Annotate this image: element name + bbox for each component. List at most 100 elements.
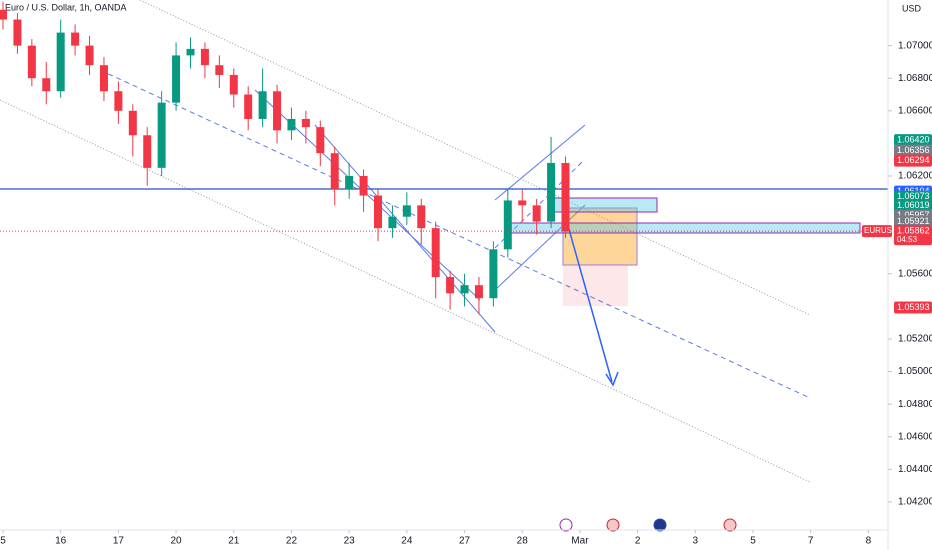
x-tick-label: 2 <box>635 536 641 547</box>
chart-title: Euro / U.S. Dollar, 1h, OANDA <box>5 2 127 12</box>
events <box>559 518 737 532</box>
candle-body <box>417 205 426 229</box>
x-tick-label: 3 <box>693 536 699 547</box>
candle-body <box>489 249 498 299</box>
price-label-box <box>894 301 932 314</box>
channel-line <box>0 99 811 483</box>
x-tick-label: 27 <box>459 536 471 547</box>
event-icon[interactable] <box>723 518 737 532</box>
drawings <box>0 0 888 483</box>
candle-body <box>330 153 339 190</box>
price-label: 1.06294 <box>897 155 930 165</box>
x-tick-label: 22 <box>286 536 298 547</box>
y-tick-label: 1.06600 <box>898 105 932 116</box>
candle-body <box>157 102 166 168</box>
candle-body <box>374 195 382 229</box>
candle-body <box>518 200 527 206</box>
price-label: 1.05921 <box>897 216 930 226</box>
candle-body <box>0 9 7 20</box>
candle-body <box>532 205 541 222</box>
price-label: 1.05957 <box>897 210 930 220</box>
trend-line <box>494 124 586 201</box>
candles <box>0 1 570 315</box>
x-tick-label: 21 <box>228 536 240 547</box>
event-icon[interactable] <box>606 518 620 532</box>
price-label: 1.05393 <box>897 302 930 312</box>
countdown: 04:53 <box>897 235 918 244</box>
candle-body <box>42 78 51 92</box>
candle-body <box>13 19 22 46</box>
symbol-label: EURUSD <box>864 226 898 235</box>
x-tick-label: 28 <box>517 536 529 547</box>
last-price-label: 1.05862 <box>897 225 930 235</box>
price-label: 1.06019 <box>897 200 930 210</box>
price-label-box <box>894 199 932 212</box>
candle-body <box>244 94 253 119</box>
x-tick-label: 8 <box>866 536 872 547</box>
x-tick-label: 7 <box>808 536 814 547</box>
candle-body <box>460 285 469 294</box>
arrow <box>562 207 613 383</box>
candle-body <box>172 55 181 103</box>
y-tick-label: 1.07000 <box>898 40 932 51</box>
x-tick-label: 17 <box>113 536 125 547</box>
y-tick-label: 1.06200 <box>898 171 932 182</box>
candle-body <box>474 285 483 299</box>
candle-body <box>258 91 267 119</box>
candle-body <box>388 216 397 229</box>
stop-zone <box>563 265 628 306</box>
x-tick-label: 20 <box>171 536 183 547</box>
candle-body <box>503 200 512 250</box>
candle-body <box>561 162 570 232</box>
x-tick-label: 23 <box>344 536 356 547</box>
candle-body <box>273 91 282 131</box>
last-price-box <box>894 225 932 246</box>
trend-line <box>494 204 586 291</box>
event-icon[interactable] <box>653 518 667 532</box>
channel-line <box>139 0 811 316</box>
y-tick-label: 1.06800 <box>898 73 932 84</box>
price-label: 1.06420 <box>897 135 930 145</box>
trend-line <box>314 124 496 333</box>
price-label-box <box>894 144 932 157</box>
axis-unit: USD <box>902 3 922 13</box>
candle-body <box>128 110 137 136</box>
y-tick-label: 1.04200 <box>898 497 932 508</box>
x-tick-label: 5 <box>750 536 756 547</box>
y-tick-label: 1.05600 <box>898 268 932 279</box>
candle-body <box>215 65 224 75</box>
x-tick-label: 16 <box>55 536 67 547</box>
y-tick-label: 1.04800 <box>898 399 932 410</box>
price-label-box <box>894 134 932 147</box>
candle-body <box>186 48 195 56</box>
price-label-box <box>894 215 932 228</box>
x-tick-label: 5 <box>0 536 6 547</box>
price-label: 1.06073 <box>897 191 930 201</box>
candle-body <box>316 127 325 154</box>
y-tick-label: 1.04600 <box>898 431 932 442</box>
candle-body <box>27 45 36 79</box>
candle-body <box>71 32 80 46</box>
candle-body <box>200 48 209 66</box>
candle-body <box>446 277 455 294</box>
candle-body <box>301 118 310 128</box>
candle-body <box>359 176 368 196</box>
price-label: 1.06356 <box>897 145 930 155</box>
candle-body <box>229 74 238 95</box>
event-icon[interactable] <box>559 518 573 532</box>
candle-body <box>99 65 108 92</box>
candle-body <box>114 91 123 111</box>
y-tick-label: 1.05000 <box>898 366 932 377</box>
target-zone <box>562 207 638 266</box>
y-tick-label: 1.05200 <box>898 334 932 345</box>
y-tick-label: 1.04400 <box>898 464 932 475</box>
candle-body <box>287 118 296 131</box>
channel-mid-line <box>99 69 811 399</box>
candle-body <box>143 135 152 168</box>
candle-body <box>547 162 556 222</box>
candle-body <box>431 228 440 278</box>
candle-body <box>85 45 94 66</box>
x-tick-label: Mar <box>571 536 589 547</box>
price-label-box <box>894 154 932 167</box>
